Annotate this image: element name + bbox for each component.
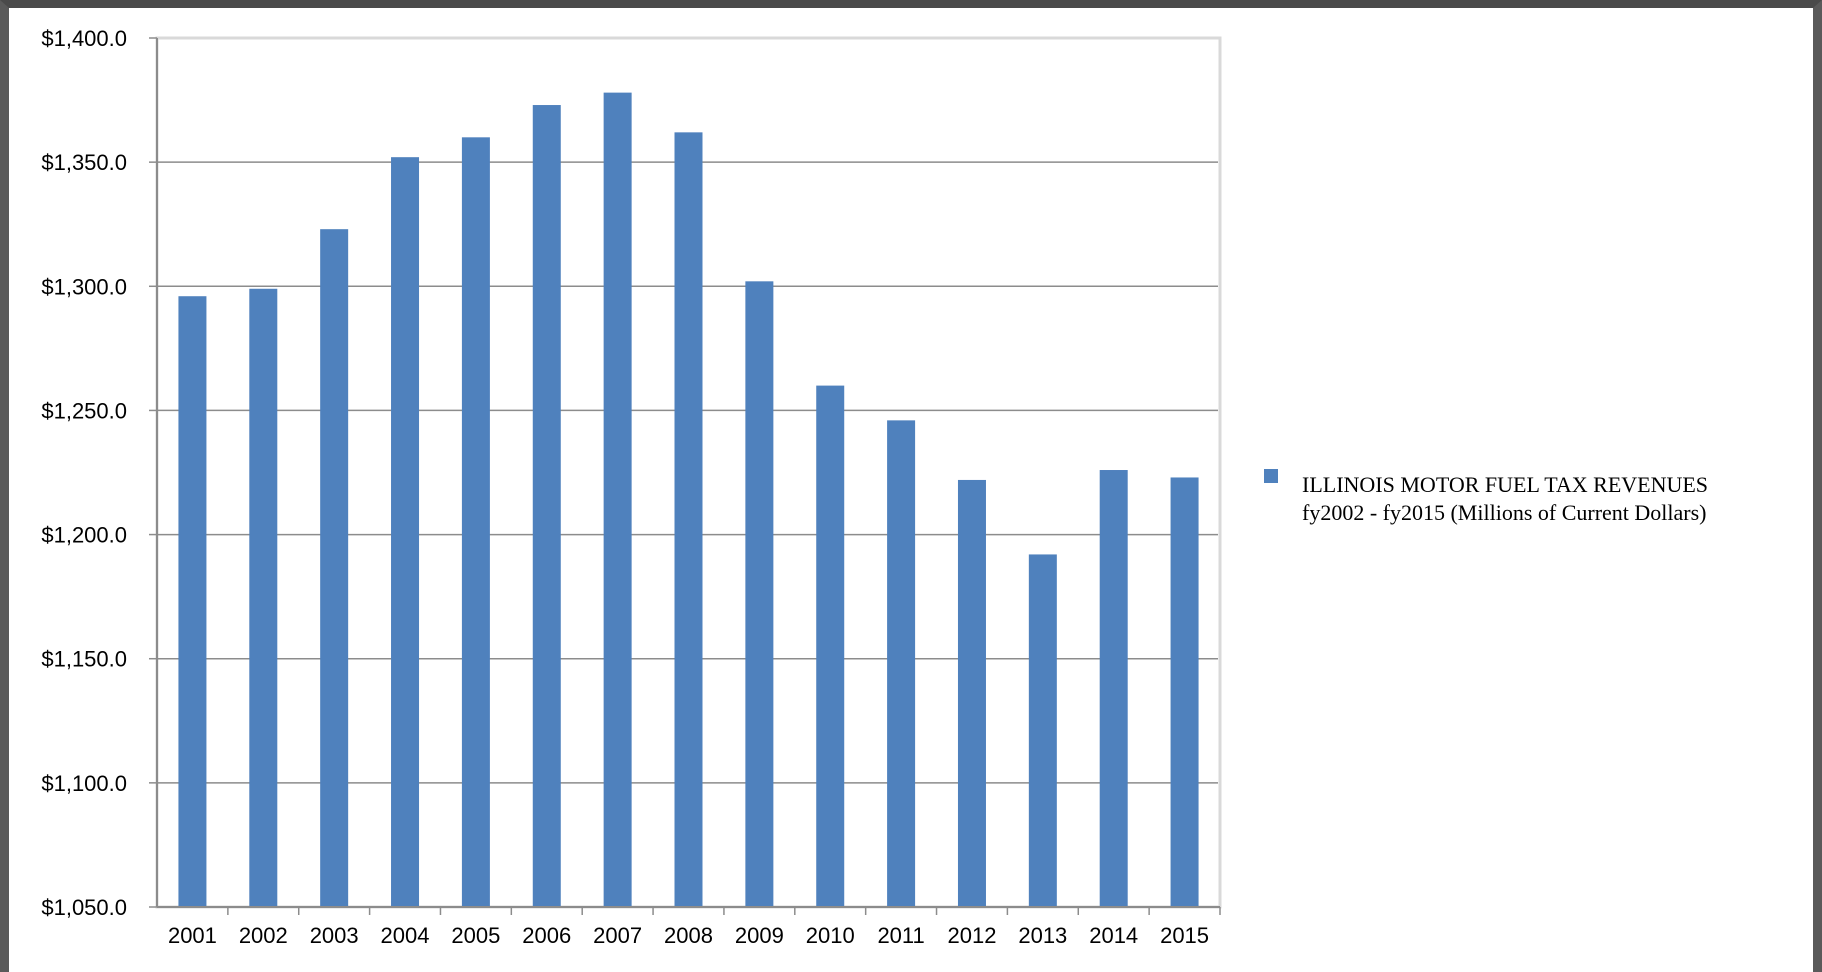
legend-label-line2: fy2002 - fy2015 (Millions of Current Dol…	[1302, 500, 1707, 525]
bar-2015	[1170, 477, 1199, 907]
x-tick-label: 2003	[310, 923, 359, 948]
x-tick-label: 2015	[1160, 923, 1209, 948]
y-tick-labels: $1,050.0 $1,100.0 $1,150.0 $1,200.0 $1,250.0…	[41, 26, 127, 920]
y-tick-label: $1,200.0	[41, 523, 127, 548]
x-tick-label: 2010	[806, 923, 855, 948]
x-tick-label: 2014	[1089, 923, 1138, 948]
x-tick-label: 2012	[947, 923, 996, 948]
bar-2008	[674, 132, 703, 907]
x-tick-label: 2004	[381, 923, 430, 948]
bar-2007	[603, 92, 632, 907]
y-tick-label: $1,050.0	[41, 895, 127, 920]
bars	[178, 92, 1199, 908]
x-tick-labels: 2001 2002 2003 2004 2005 2006 2007 2008 2009 2010…	[168, 923, 1209, 948]
bar-2013	[1028, 554, 1057, 907]
y-tick-label: $1,300.0	[41, 274, 127, 299]
bar-2004	[391, 157, 420, 908]
x-tick-label: 2007	[593, 923, 642, 948]
y-tick-label: $1,400.0	[41, 26, 127, 51]
bar-2002	[249, 288, 278, 908]
x-tick-label: 2013	[1018, 923, 1067, 948]
y-tick-label: $1,100.0	[41, 771, 127, 796]
bar-2009	[745, 281, 774, 907]
x-tick-label: 2001	[168, 923, 217, 948]
x-tick-label: 2011	[877, 923, 924, 948]
legend-label-line1: ILLINOIS MOTOR FUEL TAX REVENUES	[1302, 472, 1708, 497]
bar-2005	[461, 137, 490, 908]
x-tick-label: 2008	[664, 923, 713, 948]
axes	[149, 37, 1221, 915]
bar-2014	[1099, 470, 1128, 907]
y-tick-label: $1,350.0	[41, 150, 127, 175]
x-tick-label: 2005	[451, 923, 500, 948]
bar-2010	[816, 385, 845, 908]
y-tick-label: $1,250.0	[41, 398, 127, 423]
x-tick-label: 2009	[735, 923, 784, 948]
bar-2001	[178, 296, 207, 907]
bar-2006	[532, 105, 561, 908]
bar-2012	[957, 479, 986, 907]
legend-swatch	[1264, 469, 1278, 483]
x-tick-label: 2002	[239, 923, 288, 948]
bar-2011	[887, 420, 916, 907]
x-tick-label: 2006	[522, 923, 571, 948]
bar-2003	[320, 229, 349, 907]
y-tick-label: $1,150.0	[41, 647, 127, 672]
legend: ILLINOIS MOTOR FUEL TAX REVENUES fy2002 …	[1264, 469, 1708, 525]
